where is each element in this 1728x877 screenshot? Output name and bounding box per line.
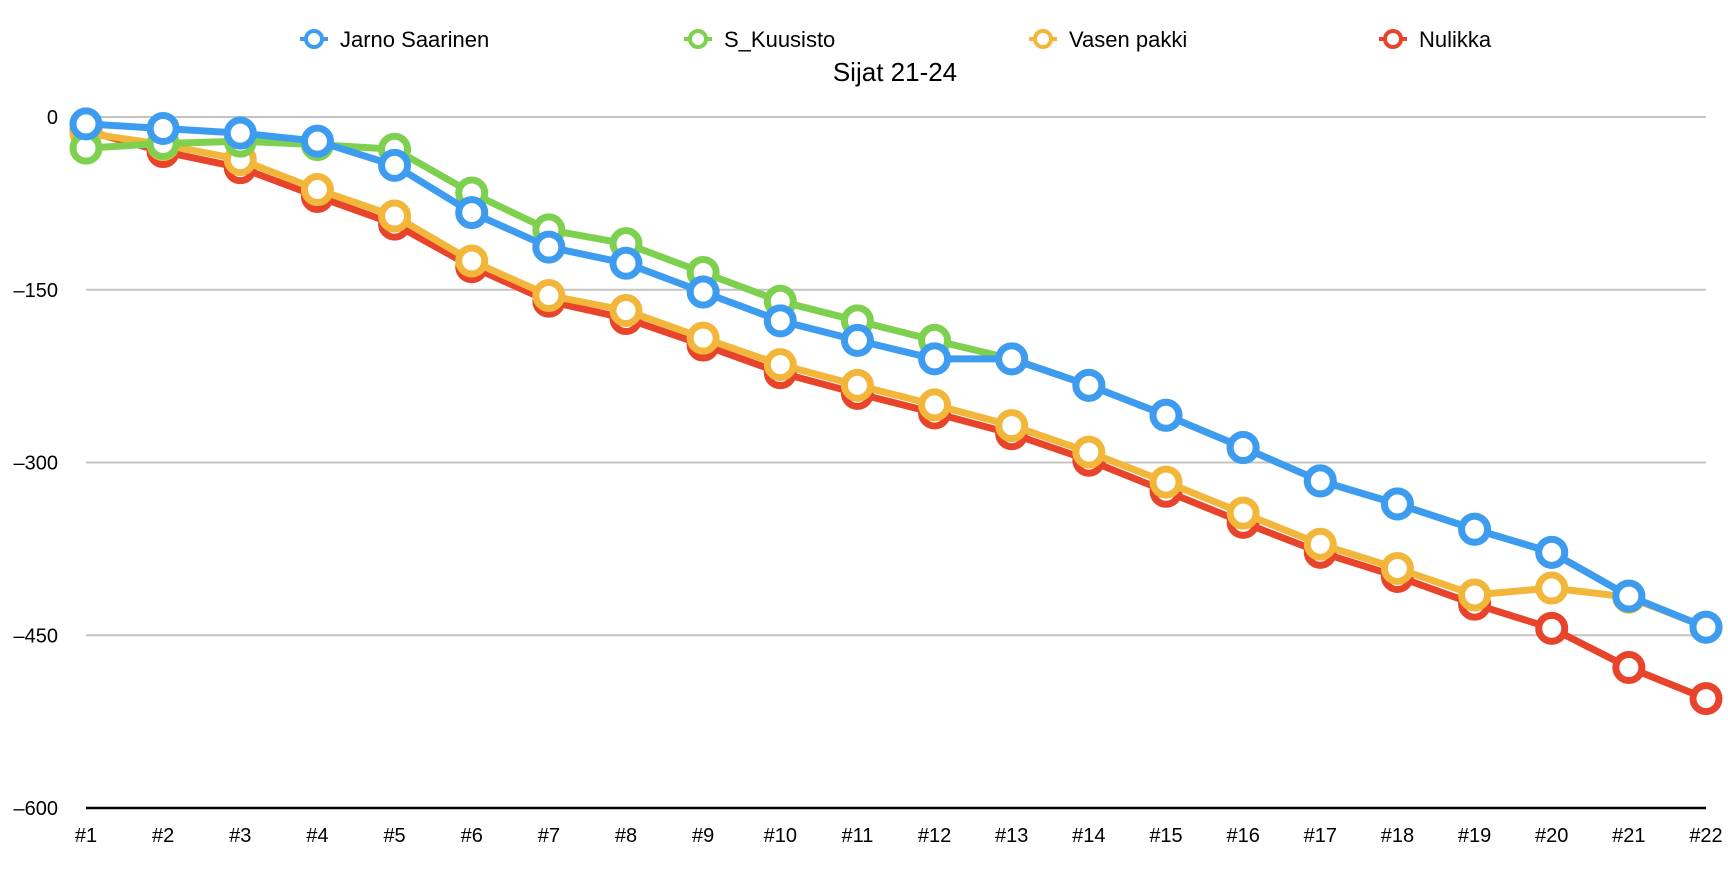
grid <box>86 116 1706 810</box>
data-point <box>1535 611 1569 645</box>
data-point <box>840 323 874 357</box>
data-point <box>1535 571 1569 605</box>
legend-label: S_Kuusisto <box>724 27 835 52</box>
x-tick-label: #5 <box>383 825 405 847</box>
legend-marker <box>1033 29 1053 49</box>
data-point <box>146 112 180 146</box>
data-point <box>1612 579 1646 613</box>
data-point <box>378 148 412 182</box>
data-point <box>1380 551 1414 585</box>
data-point <box>1149 465 1183 499</box>
legend-item: Vasen pakki <box>1029 27 1187 52</box>
data-point <box>455 196 489 230</box>
x-tick-label: #14 <box>1072 825 1105 847</box>
legend-label: Jarno Saarinen <box>340 27 489 52</box>
series-group <box>69 107 1723 716</box>
x-tick-label: #6 <box>461 825 483 847</box>
data-point <box>1072 435 1106 469</box>
data-point <box>686 321 720 355</box>
data-point <box>840 368 874 402</box>
y-tick-label: –600 <box>14 798 59 820</box>
x-tick-label: #18 <box>1381 825 1414 847</box>
legend: Jarno Saarinen S_Kuusisto Vasen pakki Nulik… <box>300 27 1492 52</box>
y-tick-label: 0 <box>47 107 58 129</box>
legend-label: Nulikka <box>1419 27 1492 52</box>
series-line <box>82 120 1710 631</box>
x-tick-label: #11 <box>841 825 873 847</box>
data-point <box>1149 398 1183 432</box>
series-line <box>82 137 1710 631</box>
data-point <box>1689 682 1723 716</box>
y-axis: 0 –150 –300 –450 –600 <box>14 107 59 820</box>
x-tick-label: #20 <box>1535 825 1568 847</box>
chart-title: Sijat 21-24 <box>833 57 957 87</box>
x-tick-label: #15 <box>1149 825 1182 847</box>
x-tick-label: #10 <box>764 825 797 847</box>
data-point <box>378 199 412 233</box>
data-point <box>995 409 1029 443</box>
data-point <box>1612 650 1646 684</box>
series-line <box>82 127 1710 703</box>
data-point <box>995 342 1029 376</box>
data-point <box>1689 610 1723 644</box>
series <box>69 107 1723 644</box>
data-point <box>1458 512 1492 546</box>
data-point <box>455 244 489 278</box>
data-point <box>918 388 952 422</box>
data-point <box>686 275 720 309</box>
legend-item: Jarno Saarinen <box>300 27 489 52</box>
data-point <box>300 124 334 158</box>
y-tick-label: –450 <box>14 625 59 647</box>
series <box>69 116 1723 644</box>
data-point <box>609 293 643 327</box>
data-point <box>532 230 566 264</box>
x-tick-label: #3 <box>229 825 251 847</box>
x-tick-label: #13 <box>995 825 1028 847</box>
x-tick-label: #21 <box>1612 825 1645 847</box>
data-point <box>609 246 643 280</box>
series <box>69 114 1723 716</box>
data-point <box>1226 496 1260 530</box>
x-tick-label: #9 <box>692 825 714 847</box>
data-point <box>1226 431 1260 465</box>
legend-marker <box>304 29 324 49</box>
data-point <box>918 342 952 376</box>
data-point <box>1303 464 1337 498</box>
x-tick-label: #4 <box>306 825 328 847</box>
data-point <box>1380 487 1414 521</box>
data-point <box>763 348 797 382</box>
x-tick-label: #16 <box>1226 825 1259 847</box>
x-tick-label: #19 <box>1458 825 1491 847</box>
series-line <box>82 129 1710 631</box>
legend-item: Nulikka <box>1379 27 1492 52</box>
data-point <box>1535 535 1569 569</box>
data-point <box>223 116 257 150</box>
data-point <box>532 279 566 313</box>
y-tick-label: –300 <box>14 453 59 475</box>
data-point <box>1458 578 1492 612</box>
x-tick-label: #22 <box>1689 825 1722 847</box>
x-axis: #1 #2 #3 #4 #5 #6 #7 #8 #9 #10 #11 #12 #13 #14 #15 #16 #… <box>75 825 1723 847</box>
x-tick-label: #8 <box>615 825 637 847</box>
data-point <box>1303 527 1337 561</box>
legend-marker <box>1383 29 1403 49</box>
x-tick-label: #17 <box>1304 825 1337 847</box>
x-tick-label: #1 <box>75 825 97 847</box>
x-tick-label: #7 <box>538 825 560 847</box>
x-tick-label: #12 <box>918 825 951 847</box>
legend-item: S_Kuusisto <box>684 27 835 52</box>
data-point <box>763 304 797 338</box>
data-point <box>300 173 334 207</box>
legend-marker <box>688 29 708 49</box>
x-tick-label: #2 <box>152 825 174 847</box>
y-tick-label: –150 <box>14 280 59 302</box>
legend-label: Vasen pakki <box>1069 27 1187 52</box>
data-point <box>69 107 103 141</box>
data-point <box>1072 368 1106 402</box>
